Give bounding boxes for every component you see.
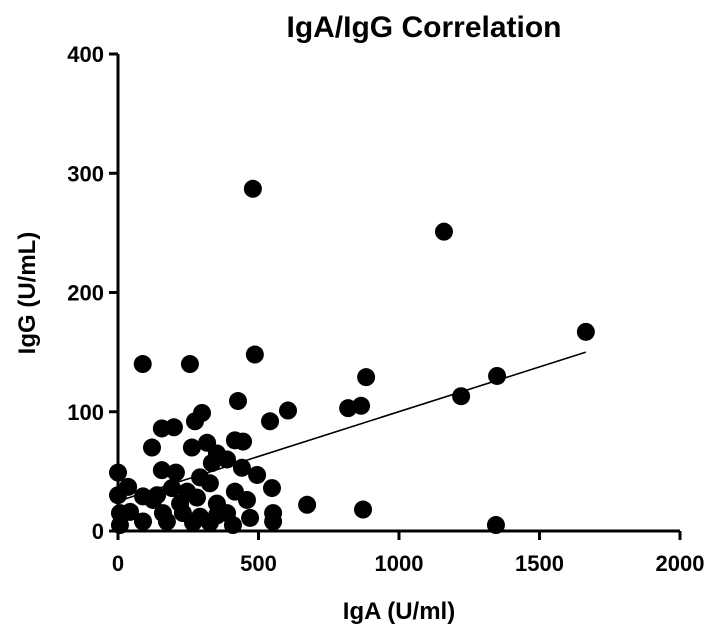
data-point xyxy=(261,412,280,431)
chart-title: IgA/IgG Correlation xyxy=(286,11,561,44)
data-point xyxy=(180,355,199,374)
x-tick-label: 1000 xyxy=(375,551,424,576)
data-point xyxy=(121,502,140,521)
regression-line xyxy=(117,351,587,502)
x-tick-label: 1500 xyxy=(515,551,564,576)
data-point xyxy=(157,512,176,531)
data-point xyxy=(576,322,595,341)
data-point xyxy=(187,488,206,507)
data-point xyxy=(298,495,317,514)
data-point xyxy=(488,366,507,385)
data-point xyxy=(164,418,183,437)
data-point xyxy=(109,486,127,505)
y-tick-label: 400 xyxy=(67,42,104,67)
data-point xyxy=(109,463,127,482)
data-point xyxy=(218,504,237,523)
data-point xyxy=(184,513,203,532)
data-point xyxy=(200,513,219,532)
data-point xyxy=(144,490,163,509)
data-point xyxy=(237,490,256,509)
data-point xyxy=(200,474,219,493)
y-tick-label: 100 xyxy=(67,400,104,425)
data-point xyxy=(352,396,371,415)
y-axis-label: IgG (U/mL) xyxy=(14,232,41,355)
data-point xyxy=(133,355,152,374)
x-tick-label: 500 xyxy=(240,551,277,576)
data-point xyxy=(166,463,185,482)
data-point xyxy=(486,516,505,535)
data-point xyxy=(262,479,281,498)
data-point xyxy=(143,438,162,457)
y-tick-label: 200 xyxy=(67,281,104,306)
data-point xyxy=(162,479,181,498)
data-point xyxy=(434,222,453,241)
data-point xyxy=(245,345,264,364)
data-point xyxy=(279,401,298,420)
x-tick-label: 2000 xyxy=(656,551,705,576)
data-point xyxy=(241,508,260,527)
data-point xyxy=(152,461,171,480)
data-point xyxy=(354,500,373,519)
y-tick-label: 300 xyxy=(67,161,104,186)
data-point xyxy=(228,392,247,411)
data-point xyxy=(218,450,237,469)
data-point xyxy=(110,516,129,535)
data-point xyxy=(171,494,190,513)
data-point xyxy=(452,387,471,406)
x-tick-label: 0 xyxy=(112,551,124,576)
data-point xyxy=(134,512,153,531)
data-point xyxy=(202,454,221,473)
data-point xyxy=(234,432,253,451)
data-point xyxy=(248,465,267,484)
data-point xyxy=(357,368,376,387)
data-point xyxy=(264,512,283,531)
x-axis-label: IgA (U/ml) xyxy=(343,598,455,625)
y-tick-label: 0 xyxy=(92,519,104,544)
data-point xyxy=(243,179,262,198)
data-point xyxy=(182,438,201,457)
data-point xyxy=(185,412,204,431)
